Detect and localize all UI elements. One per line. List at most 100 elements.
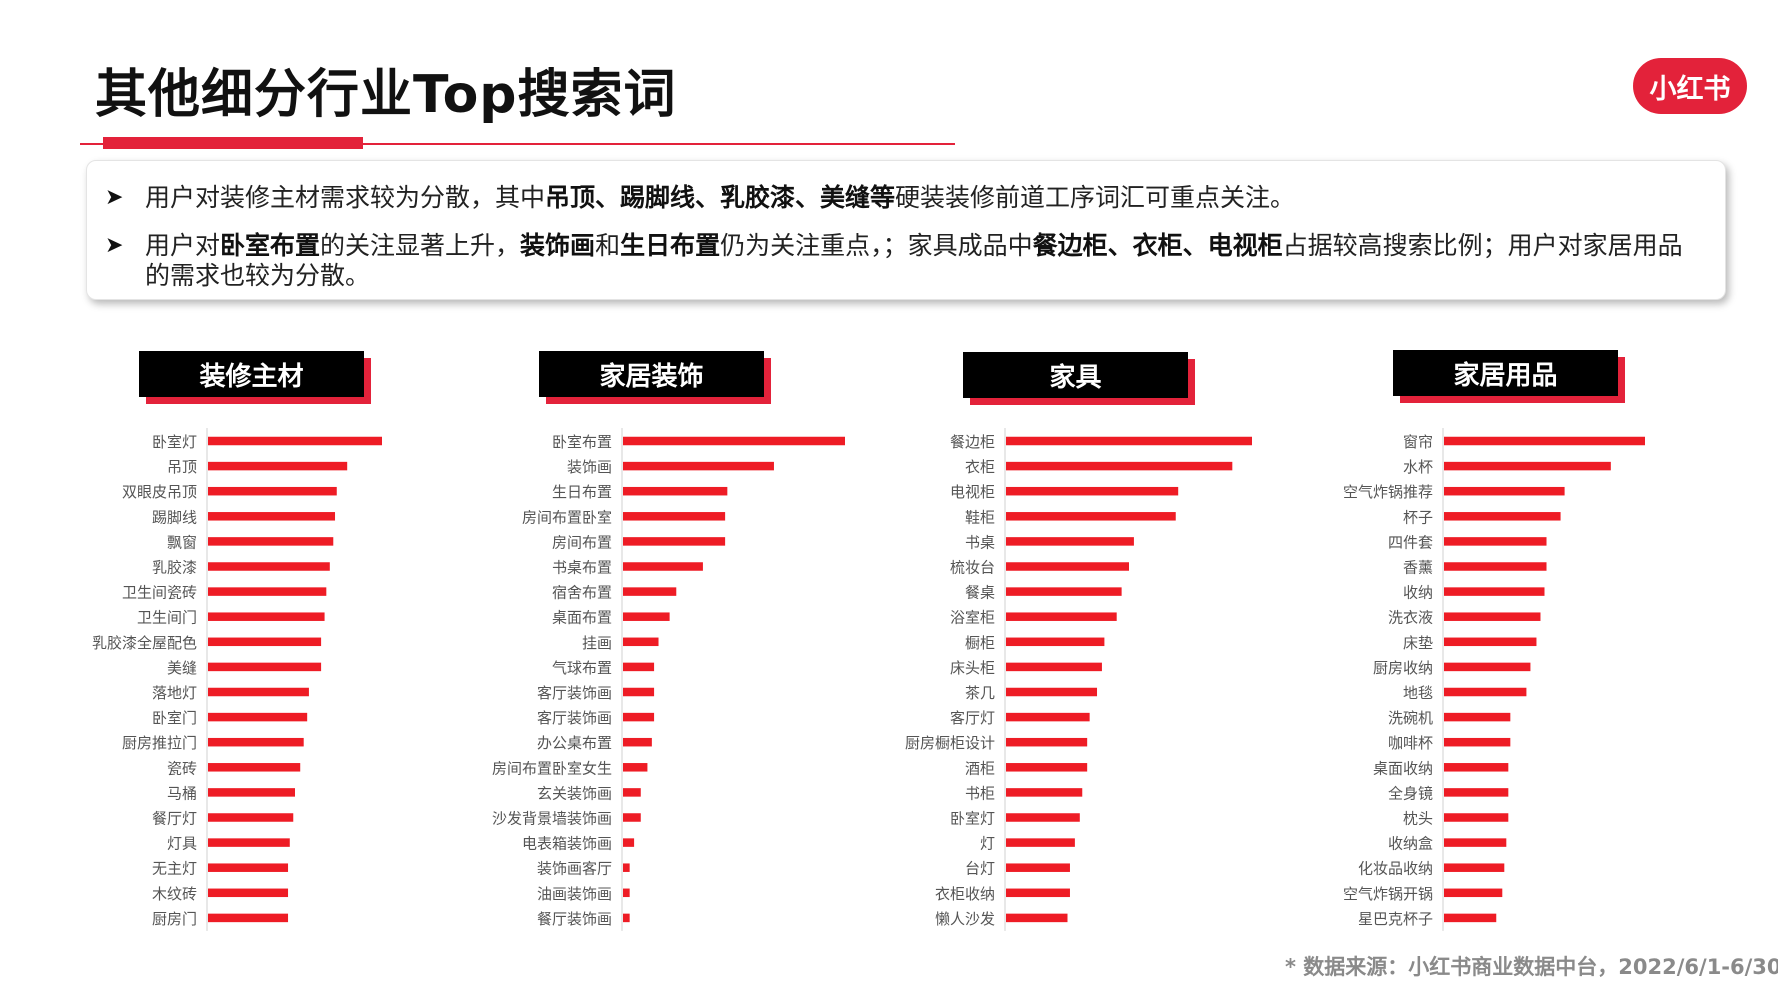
bar [208, 737, 304, 747]
category-label: 油画装饰画 [537, 885, 612, 903]
bar [1444, 712, 1511, 722]
bar [1444, 612, 1541, 621]
category-label: 电表箱装饰画 [522, 835, 612, 853]
bar [623, 612, 670, 621]
category-label: 全身镜 [1388, 784, 1433, 802]
category-label: 无主灯 [152, 860, 197, 878]
summary-box: ➤ 用户对装修主材需求较为分散，其中吊顶、踢脚线、乳胶漆、美缝等硬装装修前道工序… [86, 160, 1726, 300]
bar [623, 737, 652, 747]
bar [208, 612, 325, 621]
category-label: 卧室门 [152, 709, 197, 727]
category-label: 杯子 [1403, 508, 1433, 526]
bar [1444, 637, 1537, 647]
category-label: 洗衣液 [1388, 609, 1433, 627]
bar [1444, 888, 1503, 898]
bar [623, 436, 845, 446]
category-label: 马桶 [167, 784, 197, 802]
category-label: 电视柜 [950, 483, 995, 501]
data-source-note: * 数据来源：小红书商业数据中台，2022/6/1-6/30 [1285, 955, 1778, 979]
chart-header-household-goods: 家居用品 [1393, 350, 1618, 396]
bar [208, 687, 309, 697]
category-label: 气球布置 [552, 659, 612, 677]
category-label: 咖啡杯 [1388, 734, 1433, 752]
bar [623, 562, 703, 571]
bar [208, 838, 290, 847]
bullet1-text: 硬装装修前道工序词汇可重点关注。 [895, 183, 1296, 212]
bullet2-text: 用户对 [145, 231, 221, 260]
bullet2-text: 和 [595, 231, 621, 260]
title-underline [80, 143, 955, 145]
bar [1006, 813, 1080, 822]
category-label: 厨房收纳 [1373, 659, 1433, 677]
bar [208, 436, 382, 446]
bar [623, 537, 726, 546]
category-label: 台灯 [965, 860, 995, 878]
category-label: 星巴克杯子 [1358, 910, 1433, 928]
bar [1444, 763, 1509, 772]
bar [1444, 486, 1565, 496]
category-label: 四件套 [1388, 533, 1433, 551]
bar [1006, 838, 1075, 847]
bar [1006, 888, 1070, 898]
bullet2-text: 的关注显著上升， [320, 231, 521, 260]
bar [1006, 612, 1117, 621]
bar [1444, 587, 1545, 596]
category-label: 双眼皮吊顶 [122, 483, 197, 501]
summary-bullet-1: ➤ 用户对装修主材需求较为分散，其中吊顶、踢脚线、乳胶漆、美缝等硬装装修前道工序… [105, 183, 1705, 213]
category-label: 生日布置 [552, 483, 612, 501]
bar [208, 863, 289, 872]
bar [1444, 788, 1509, 797]
category-label: 餐边柜 [950, 433, 995, 451]
bar [208, 461, 348, 471]
category-label: 房间布置卧室女生 [492, 759, 612, 777]
category-label: 厨房橱柜设计 [905, 734, 995, 752]
category-label: 地毯 [1403, 684, 1433, 702]
category-label: 乳胶漆 [152, 559, 197, 577]
bar [623, 587, 677, 596]
bullet1-text: 用户对装修主材需求较为分散，其中 [145, 183, 546, 212]
bar [1006, 587, 1122, 596]
category-label: 卫生间门 [137, 609, 197, 627]
bar [1006, 537, 1134, 546]
bar [208, 763, 301, 772]
category-label: 客厅装饰画 [537, 684, 612, 702]
bar [623, 486, 728, 496]
bar [623, 913, 630, 923]
category-label: 客厅装饰画 [537, 709, 612, 727]
category-label: 挂画 [582, 634, 612, 652]
bar [1444, 913, 1497, 923]
category-label: 梳妆台 [950, 559, 995, 577]
category-label: 房间布置卧室 [522, 508, 612, 526]
category-label: 卧室灯 [950, 810, 995, 828]
bar [623, 512, 726, 521]
bar [1006, 512, 1176, 521]
category-label: 橱柜 [965, 634, 995, 652]
category-label: 衣柜收纳 [935, 885, 995, 903]
bar [1444, 863, 1505, 872]
arrow-bullet-icon: ➤ [105, 233, 124, 258]
category-label: 灯具 [167, 835, 197, 853]
title-accent-bar [103, 137, 363, 149]
category-label: 洗碗机 [1388, 709, 1433, 727]
bar [1006, 863, 1070, 872]
bar [623, 888, 630, 898]
category-label: 客厅灯 [950, 709, 995, 727]
category-label: 木纹砖 [152, 885, 197, 903]
bar [1444, 662, 1531, 672]
category-label: 卧室灯 [152, 433, 197, 451]
bar [1006, 461, 1233, 471]
category-label: 餐厅灯 [152, 810, 197, 828]
bar [208, 662, 322, 672]
category-label: 厨房推拉门 [122, 734, 197, 752]
bar [1006, 637, 1105, 647]
bar [623, 662, 655, 672]
arrow-bullet-icon: ➤ [105, 185, 124, 210]
bar [1444, 838, 1507, 847]
category-label: 落地灯 [152, 684, 197, 702]
bar [1006, 737, 1088, 747]
category-label: 茶几 [965, 684, 995, 702]
page-title: 其他细分行业Top搜索词 [95, 65, 677, 125]
category-label: 浴室柜 [950, 609, 995, 627]
bar [1444, 436, 1645, 446]
bar [1006, 712, 1090, 722]
